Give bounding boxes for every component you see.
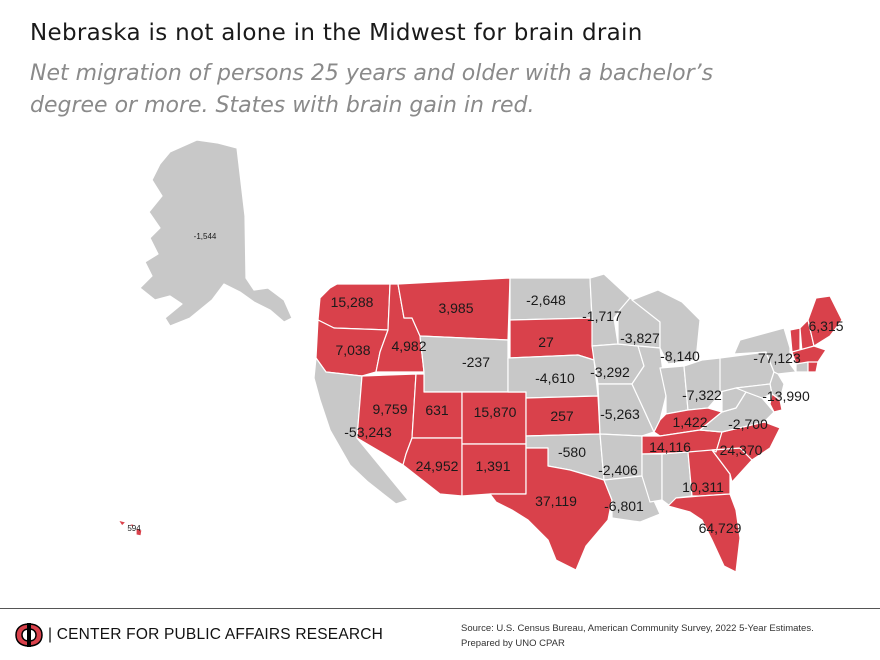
state-new-york <box>733 327 797 375</box>
value-label-minnesota: -1,717 <box>582 308 622 324</box>
value-label-idaho: 4,982 <box>391 338 426 354</box>
value-label-alaska: -1,544 <box>194 232 217 241</box>
value-label-kentucky: 1,422 <box>672 414 707 430</box>
value-label-virginia: -2,700 <box>728 416 768 432</box>
chart-subtitle: Net migration of persons 25 years and ol… <box>30 61 714 118</box>
value-label-colorado: 15,870 <box>474 404 517 420</box>
value-label-georgia: 10,311 <box>682 479 724 495</box>
value-label-texas: 37,119 <box>535 493 577 509</box>
value-label-michigan: -8,140 <box>660 348 700 364</box>
state-florida <box>667 493 741 573</box>
state-alaska <box>139 139 293 327</box>
state-maryland <box>735 383 773 399</box>
state-vermont <box>789 327 801 353</box>
uno-logo-icon <box>15 623 43 647</box>
source-note: Source: U.S. Census Bureau, American Com… <box>461 621 814 651</box>
chart-title: Nebraska is not alone in the Midwest for… <box>30 20 643 46</box>
value-label-wyoming: -237 <box>462 354 490 370</box>
value-label-north-dakota: -2,648 <box>526 292 566 308</box>
value-label-hawaii: 594 <box>127 524 141 533</box>
value-label-new-mexico: 1,391 <box>475 458 510 474</box>
value-label-iowa: -3,292 <box>590 364 630 380</box>
value-label-kansas: 257 <box>550 408 574 424</box>
value-label-ohio: -7,322 <box>682 387 722 403</box>
state-massachusetts <box>791 345 827 365</box>
value-label-north-carolina: 24,370 <box>720 442 763 458</box>
state-michigan <box>631 289 701 365</box>
value-label-louisiana: -6,801 <box>604 498 644 514</box>
value-label-wisconsin: -3,827 <box>620 330 660 346</box>
state-hawaii <box>117 519 143 537</box>
value-label-washington: 15,288 <box>331 294 374 310</box>
value-label-florida: 64,729 <box>699 520 742 536</box>
value-label-new-jersey: -13,990 <box>762 388 810 404</box>
value-label-montana: 3,985 <box>438 300 473 316</box>
value-label-california: -53,243 <box>344 424 392 440</box>
footer-divider <box>0 608 880 609</box>
value-label-nevada: 9,759 <box>372 401 407 417</box>
org-name: | CENTER FOR PUBLIC AFFAIRS RESEARCH <box>48 626 384 643</box>
value-label-new-york: -77,123 <box>753 350 801 366</box>
state-delaware <box>769 393 783 413</box>
source-line-1: Source: U.S. Census Bureau, American Com… <box>461 623 814 634</box>
state-minnesota <box>589 273 631 347</box>
source-line-2: Prepared by UNO CPAR <box>461 638 565 649</box>
value-label-utah: 631 <box>425 402 449 418</box>
state-rhode-island <box>807 361 819 373</box>
value-label-nebraska: -4,610 <box>535 370 575 386</box>
us-map: -1,544 594 15,288 7,038 -53,243 4,982 9,759 3,9… <box>117 139 844 573</box>
value-label-arizona: 24,952 <box>416 458 459 474</box>
state-california <box>313 357 409 505</box>
state-mississippi <box>641 453 663 503</box>
value-label-south-dakota: 27 <box>538 334 554 350</box>
value-label-oklahoma: -580 <box>558 444 586 460</box>
value-label-oregon: 7,038 <box>335 342 370 358</box>
value-label-arkansas: -2,406 <box>598 462 638 478</box>
value-label-tennessee: 14,116 <box>649 439 691 455</box>
state-texas <box>489 447 613 571</box>
value-label-missouri: -5,263 <box>600 406 640 422</box>
value-label-maine: 6,315 <box>808 318 843 334</box>
